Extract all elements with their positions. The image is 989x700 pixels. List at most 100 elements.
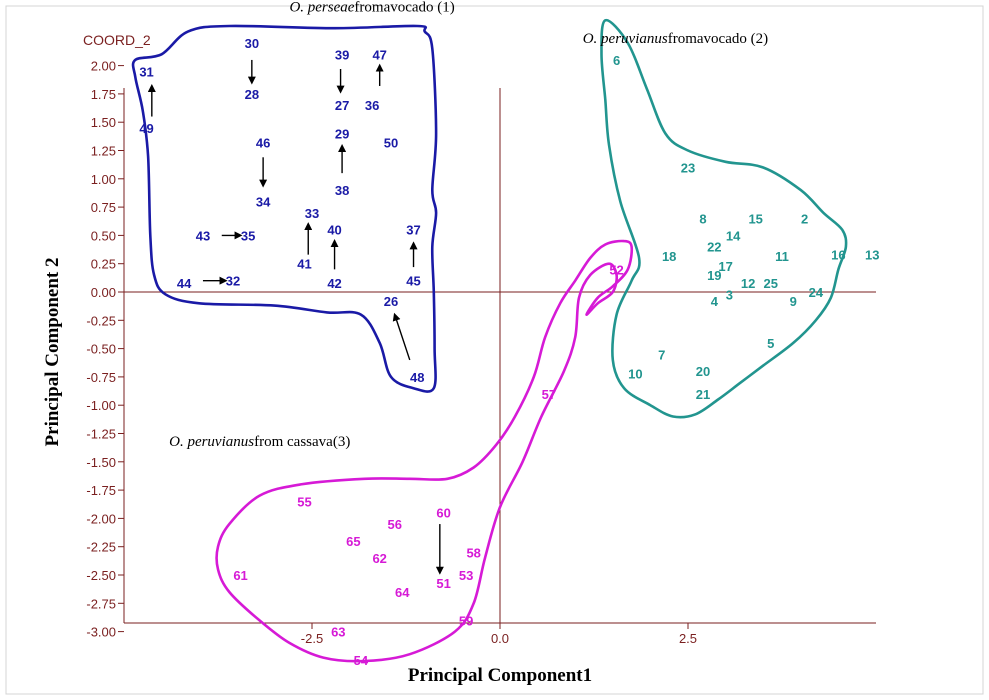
point-label-31: 31 [139,64,153,79]
y-tick-label: -2.75 [86,596,116,611]
point-label-53: 53 [459,568,473,583]
point-label-55: 55 [297,494,311,509]
cluster-outlines [131,18,848,663]
point-label-21: 21 [696,387,710,402]
x-tick-label: -2.5 [301,631,323,646]
point-label-54: 54 [354,653,369,668]
point-label-50: 50 [384,136,398,151]
point-label-38: 38 [335,183,349,198]
point-label-11: 11 [775,249,789,264]
point-label-12: 12 [741,276,755,291]
point-label-42: 42 [327,276,341,291]
coord-label: COORD_2 [83,32,151,48]
point-label-36: 36 [365,98,379,113]
point-label-6: 6 [613,53,620,68]
y-tick-label: 0.00 [91,285,116,300]
point-label-60: 60 [436,506,450,521]
point-label-34: 34 [256,194,271,209]
cluster-3-outline [215,239,634,663]
y-tick-label: -2.50 [86,568,116,583]
y-tick-label: -0.50 [86,342,116,357]
point-label-48: 48 [410,370,424,385]
y-tick-label: 0.75 [91,200,116,215]
point-label-22: 22 [707,240,721,255]
y-tick-label: -0.25 [86,313,116,328]
point-label-15: 15 [748,211,762,226]
y-tick-label: 1.00 [91,172,116,187]
x-axis-title: Principal Component1 [408,665,592,686]
point-label-46: 46 [256,136,270,151]
point-label-39: 39 [335,47,349,62]
y-tick-label: -2.00 [86,511,116,526]
point-label-26: 26 [384,294,398,309]
point-label-29: 29 [335,127,349,142]
y-ticks: 2.00 1.75 1.50 1.25 1.00 0.75 0.50 0.25 0.00 -0.2… [86,59,124,640]
point-label-20: 20 [696,364,710,379]
arrow [392,312,411,361]
point-label-2: 2 [801,211,808,226]
point-label-40: 40 [327,223,341,238]
cluster-2-outline [600,18,848,419]
y-tick-label: -1.50 [86,455,116,470]
group-label-3: O. peruvianusfrom cassava(3) [169,434,350,450]
arrows [147,59,444,575]
group-label-2: O. peruvianusfromavocado (2) [583,31,768,47]
y-tick-label: -2.25 [86,540,116,555]
point-label-7: 7 [658,347,665,362]
point-label-5: 5 [767,336,774,351]
point-label-18: 18 [662,249,676,264]
y-axis-title: Principal Component 2 [42,258,63,447]
y-tick-label: -1.25 [86,427,116,442]
y-tick-label: 1.25 [91,144,116,159]
point-label-57: 57 [542,387,556,402]
x-tick-label: 2.5 [679,631,697,646]
point-label-52: 52 [609,262,623,277]
point-label-23: 23 [681,160,695,175]
cluster-1-outline [131,24,438,393]
point-label-62: 62 [372,551,386,566]
x-tick-label: 0.0 [491,631,509,646]
point-label-27: 27 [335,98,349,113]
point-label-13: 13 [865,248,879,263]
point-label-43: 43 [196,228,210,243]
point-label-35: 35 [241,228,255,243]
point-label-44: 44 [177,276,192,291]
y-tick-label: 0.25 [91,257,116,272]
y-tick-label: 2.00 [91,59,116,74]
y-tick-label: -1.75 [86,483,116,498]
point-label-64: 64 [395,585,410,600]
group-labels: O. perseaefromavocado (1) O. peruvianusfr… [169,0,768,450]
point-label-28: 28 [245,87,259,102]
point-label-19: 19 [707,268,721,283]
point-label-59: 59 [459,613,473,628]
point-label-37: 37 [406,223,420,238]
point-label-56: 56 [387,517,401,532]
point-label-3: 3 [726,287,733,302]
point-label-51: 51 [436,576,450,591]
point-label-49: 49 [139,121,153,136]
chart-frame [5,5,984,695]
y-tick-label: -1.00 [86,398,116,413]
point-label-33: 33 [305,206,319,221]
point-label-8: 8 [699,211,706,226]
point-label-17: 17 [718,259,732,274]
y-tick-label: 0.50 [91,228,116,243]
point-label-25: 25 [763,276,777,291]
point-label-32: 32 [226,274,240,289]
point-label-65: 65 [346,534,360,549]
point-label-16: 16 [831,248,845,263]
group-label-1: O. perseaefromavocado (1) [289,0,454,15]
point-label-10: 10 [628,367,642,382]
point-label-58: 58 [466,545,480,560]
point-label-63: 63 [331,625,345,640]
point-label-41: 41 [297,257,311,272]
y-tick-label: 1.75 [91,87,116,102]
point-label-61: 61 [233,568,247,583]
y-tick-label: 1.50 [91,115,116,130]
point-label-47: 47 [372,47,386,62]
y-tick-label: -0.75 [86,370,116,385]
point-label-45: 45 [406,274,420,289]
point-label-30: 30 [245,36,259,51]
